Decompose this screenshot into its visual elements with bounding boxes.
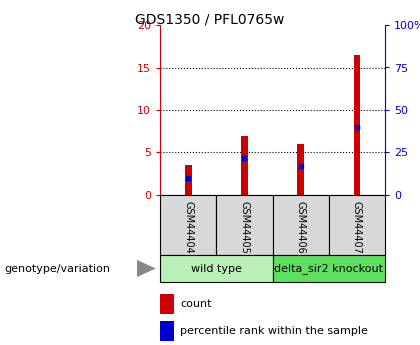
Bar bbox=[160, 294, 173, 314]
Bar bbox=[160, 195, 216, 255]
Bar bbox=[354, 55, 360, 195]
Bar bbox=[185, 165, 192, 195]
Text: percentile rank within the sample: percentile rank within the sample bbox=[180, 326, 368, 336]
Point bbox=[241, 155, 248, 160]
Point bbox=[185, 175, 192, 181]
Text: genotype/variation: genotype/variation bbox=[4, 264, 110, 274]
Point bbox=[297, 163, 304, 169]
Text: count: count bbox=[180, 299, 212, 309]
Text: GDS1350 / PFL0765w: GDS1350 / PFL0765w bbox=[135, 12, 285, 26]
Bar bbox=[160, 255, 273, 282]
Point bbox=[354, 124, 360, 130]
Bar bbox=[273, 255, 385, 282]
Text: GSM44404: GSM44404 bbox=[183, 201, 193, 254]
Bar bbox=[273, 195, 329, 255]
Bar bbox=[216, 195, 273, 255]
Text: GSM44407: GSM44407 bbox=[352, 201, 362, 254]
Bar bbox=[297, 144, 304, 195]
Text: wild type: wild type bbox=[191, 264, 241, 274]
Bar bbox=[329, 195, 385, 255]
Polygon shape bbox=[137, 260, 156, 277]
Text: delta_sir2 knockout: delta_sir2 knockout bbox=[274, 263, 383, 274]
Text: GSM44405: GSM44405 bbox=[239, 201, 249, 254]
Bar bbox=[241, 136, 248, 195]
Text: GSM44406: GSM44406 bbox=[296, 201, 306, 254]
Bar bbox=[160, 321, 173, 341]
